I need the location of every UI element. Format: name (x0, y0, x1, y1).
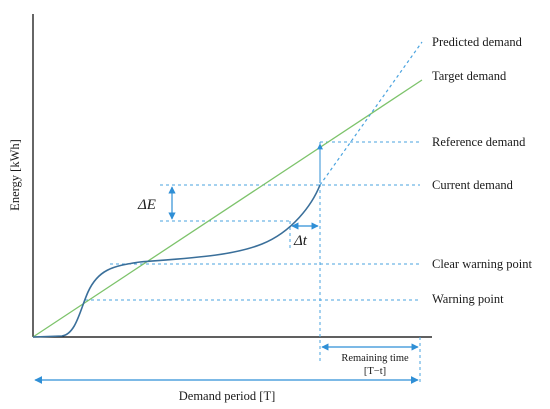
label-predicted-demand: Predicted demand (432, 35, 523, 49)
label-target-demand: Target demand (432, 69, 507, 83)
label-reference-demand: Reference demand (432, 135, 526, 149)
label-remaining-time-formula: [T−t] (364, 366, 386, 377)
target-demand-line (32, 79, 423, 338)
label-clear-warning-point: Clear warning point (432, 257, 533, 271)
label-remaining-time: Remaining time (341, 353, 409, 364)
label-current-demand: Current demand (432, 178, 514, 192)
label-delta-e: ΔE (137, 197, 156, 213)
label-delta-t: Δt (293, 233, 308, 249)
y-axis-label: Energy [kWh] (8, 139, 22, 211)
x-axis-label: Demand period [T] (179, 389, 276, 403)
label-warning-point: Warning point (432, 292, 504, 306)
predicted-demand-line (319, 41, 423, 186)
demand-curve (32, 184, 321, 338)
